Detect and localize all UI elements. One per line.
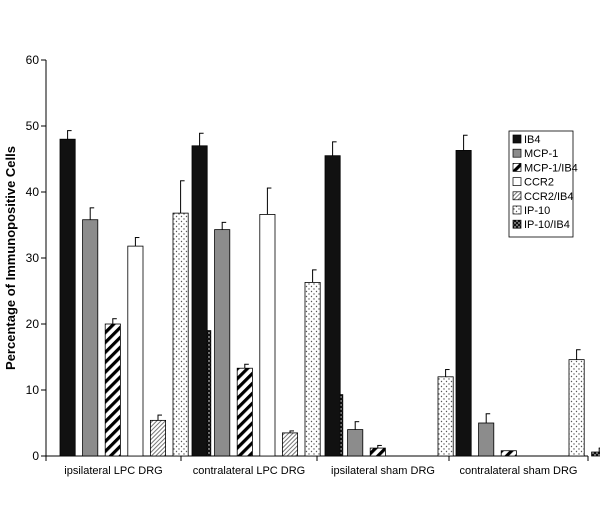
- bar: [191, 145, 208, 457]
- bar: [104, 323, 121, 457]
- x-category-label: contralateral sham DRG: [460, 465, 578, 477]
- bar: [568, 359, 585, 457]
- bar: [127, 245, 144, 457]
- bar: [478, 422, 495, 457]
- bar: [214, 229, 231, 457]
- bar: [369, 447, 386, 457]
- legend-label: MCP-1: [524, 148, 558, 160]
- legend-swatch: [512, 191, 522, 201]
- legend-swatch: [512, 148, 522, 158]
- legend-label: CCR2: [524, 177, 554, 189]
- legend-label: IB4: [524, 134, 541, 146]
- bar: [172, 212, 189, 457]
- y-axis-title: Percentage of Immunopositive Cells: [3, 146, 18, 370]
- y-tick-label: 30: [26, 251, 40, 265]
- legend: IB4 MCP-1 MCP-1/IB4 CCR2 CCR2/IB4 IP-10 IP-10/…: [508, 130, 578, 238]
- legend-label: CCR2/IB4: [524, 191, 574, 203]
- bar: [259, 214, 276, 457]
- x-category-label: ipsilateral sham DRG: [331, 465, 435, 477]
- legend-label: MCP-1/IB4: [524, 162, 578, 174]
- y-tick-label: 10: [26, 383, 40, 397]
- legend-label: IP-10: [524, 205, 550, 217]
- bar: [347, 429, 364, 457]
- y-ticks: 0 10 20 30 40 50 60: [26, 53, 46, 463]
- bar: [500, 450, 517, 457]
- bar: [236, 367, 253, 457]
- legend-swatch: [512, 177, 522, 186]
- bar: [591, 451, 600, 457]
- bar: [324, 155, 341, 457]
- y-tick-label: 60: [26, 53, 40, 67]
- legend-swatch: [512, 134, 522, 144]
- y-tick-label: 40: [26, 185, 40, 199]
- y-tick-label: 0: [32, 449, 39, 463]
- bar: [304, 282, 321, 457]
- x-category-label: ipsilateral LPC DRG: [64, 465, 162, 477]
- bars: [59, 130, 600, 457]
- bar: [455, 150, 472, 457]
- x-labels: ipsilateral LPC DRG contralateral LPC DRG…: [45, 456, 589, 477]
- x-category-label: contralateral LPC DRG: [193, 465, 306, 477]
- legend-label: IP-10/IB4: [524, 219, 570, 231]
- bar: [149, 419, 166, 457]
- bar: [281, 432, 298, 457]
- legend-swatch: [512, 205, 522, 215]
- bar: [437, 376, 454, 457]
- y-tick-label: 20: [26, 317, 40, 331]
- bar: [59, 138, 76, 457]
- bar: [82, 219, 99, 457]
- legend-swatch: [512, 163, 522, 172]
- legend-items: IB4 MCP-1 MCP-1/IB4 CCR2 CCR2/IB4 IP-10 IP-10/…: [512, 134, 578, 231]
- y-tick-label: 50: [26, 119, 40, 133]
- legend-swatch: [512, 219, 522, 229]
